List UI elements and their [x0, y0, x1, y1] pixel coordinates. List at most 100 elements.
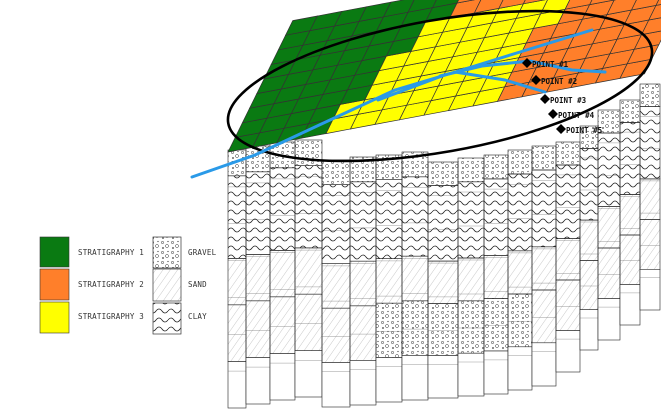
soil-layer: [555, 330, 581, 373]
soil-layer: [427, 185, 459, 262]
legend-label-stratigraphy-2: STRATIGRAPHY 2: [78, 280, 144, 289]
block-column: [349, 156, 377, 406]
surface-cell: [630, 0, 660, 11]
soil-layer: [349, 360, 377, 406]
block-column: [483, 154, 509, 395]
soil-layer: [579, 309, 599, 351]
sample-point: POINT #1: [522, 58, 569, 69]
diamond-marker-icon: [522, 58, 532, 68]
soil-layer: [597, 298, 621, 341]
legend-label-sand: SAND: [188, 280, 207, 289]
soil-layer: [555, 238, 581, 281]
diamond-marker-icon: [548, 109, 558, 119]
soil-layer: [457, 157, 485, 183]
soil-layer: [555, 141, 581, 166]
legend-swatch-clay: [152, 302, 182, 335]
sample-point-label: POINT #1: [532, 60, 569, 69]
block-column: [619, 99, 641, 326]
legend-swatch-stratigraphy-1: [39, 236, 70, 268]
river-branch-3: [376, 74, 444, 102]
soil-layer: [375, 357, 403, 403]
surface-grid: [227, 0, 661, 153]
soil-layer: [483, 255, 509, 299]
sample-point: POINT #2: [531, 75, 577, 86]
legend-label-clay: CLAY: [188, 312, 207, 321]
block-column: [597, 109, 621, 341]
soil-layer: [427, 355, 459, 399]
block-column: [555, 141, 581, 373]
soil-layer: [321, 263, 351, 309]
block-column: [579, 125, 599, 351]
soil-layer: [579, 148, 599, 221]
soil-layer: [639, 178, 661, 220]
soil-layer: [294, 247, 323, 295]
surface-cell: [431, 0, 459, 9]
legend-label-stratigraphy-3: STRATIGRAPHY 3: [78, 312, 144, 321]
soil-layer: [321, 184, 351, 264]
soil-layer: [531, 342, 557, 387]
soil-layer: [427, 303, 459, 356]
soil-layer: [507, 149, 533, 175]
soil-layer: [375, 302, 403, 358]
soil-layer: [639, 219, 661, 270]
block-column: [269, 141, 296, 401]
river-main: [190, 28, 594, 179]
soil-layer: [639, 268, 661, 311]
soil-layer: [597, 206, 621, 249]
sample-point-label: POINT #5: [566, 126, 602, 135]
surface-cell: [456, 0, 475, 4]
soil-layer: [483, 298, 509, 352]
surface-cell: [606, 0, 637, 16]
soil-layer: [401, 255, 429, 302]
block-column: [294, 139, 323, 398]
sample-point: POINT #4: [548, 109, 595, 120]
sample-points: POINT #1 POINT #2 POINT #3 POINT #4 POINT #5: [522, 58, 602, 135]
block-column: [531, 145, 557, 387]
soil-layer: [619, 194, 641, 236]
surface-cell: [522, 0, 546, 5]
soil-layer: [321, 159, 351, 186]
soil-layer: [245, 300, 271, 358]
surface-cell: [407, 0, 437, 13]
block-column: [375, 154, 403, 403]
soil-layer: [269, 296, 296, 354]
soil-layer: [321, 362, 351, 408]
surface-cell: [515, 0, 548, 19]
block-column: [245, 145, 271, 405]
soil-layer: [375, 179, 403, 259]
soil-layer: [507, 293, 533, 348]
soil-layer: [597, 132, 621, 207]
diamond-marker-icon: [540, 94, 550, 104]
soil-layer: [507, 250, 533, 295]
surface-cell: [655, 0, 661, 6]
surface-cell: [498, 0, 526, 9]
sample-point-label: POINT #2: [541, 77, 577, 86]
diamond-marker-icon: [531, 75, 541, 85]
soil-layer: [507, 346, 533, 391]
block-column: [401, 151, 429, 401]
soil-layer: [227, 361, 247, 409]
river-branch-2: [453, 70, 547, 94]
legend-swatch-gravel: [152, 236, 182, 269]
soil-layer: [507, 173, 533, 252]
legend-swatch-sand: [152, 268, 182, 302]
block-column: [227, 149, 247, 409]
legend-label-gravel: GRAVEL: [188, 248, 217, 257]
sample-point-label: POINT #3: [550, 96, 587, 105]
soil-layer: [269, 353, 296, 401]
sample-point: POINT #3: [540, 94, 587, 105]
block-column: [321, 159, 351, 408]
soil-layer: [349, 260, 377, 307]
sample-point-label: POINT #4: [558, 111, 595, 120]
surface-cell: [564, 0, 593, 10]
soil-layer: [531, 145, 557, 171]
soil-layer: [294, 139, 323, 167]
soil-layer: [531, 246, 557, 291]
soil-layer: [457, 352, 485, 397]
surface-cell: [640, 17, 661, 36]
soil-layer: [639, 83, 661, 107]
soil-layer: [579, 219, 599, 261]
soil-layer: [639, 106, 661, 180]
surface-cell: [589, 0, 615, 6]
